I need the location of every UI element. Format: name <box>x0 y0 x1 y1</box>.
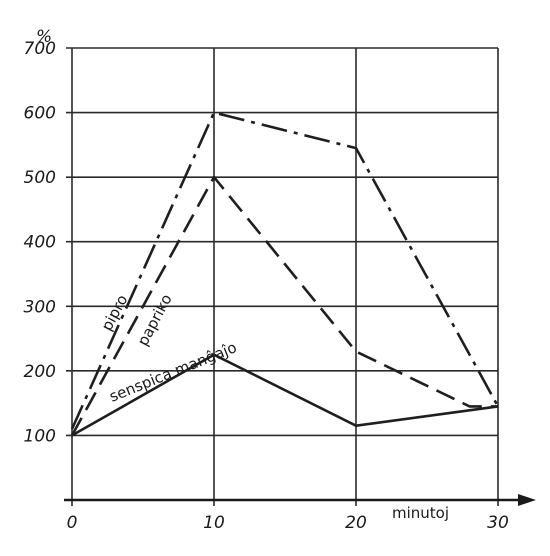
y-tick-label-400: 400 <box>24 233 56 253</box>
grid-lines <box>66 47 499 506</box>
y-tick-label-100: 100 <box>24 426 56 446</box>
x-tick-label-20: 20 <box>345 513 367 533</box>
y-tick-label-200: 200 <box>24 362 56 382</box>
y-tick-label-300: 300 <box>24 297 56 317</box>
y-tick-label-700: 700 <box>24 39 56 59</box>
series-line-papriko <box>70 175 498 437</box>
series-label-pipro: pipro <box>98 292 132 334</box>
x-axis-title: minutoj <box>392 504 449 522</box>
series-label-senspica-mangajo: senspica manĝaĵo <box>107 338 240 406</box>
x-axis-arrow-icon <box>518 494 536 506</box>
series-line-pipro <box>70 111 500 430</box>
x-tick-label-30: 30 <box>487 513 509 533</box>
x-tick-label-0: 0 <box>67 513 78 533</box>
series-lines <box>70 111 500 437</box>
y-tick-label-600: 600 <box>24 104 56 124</box>
y-tick-label-500: 500 <box>24 168 56 188</box>
series-label-papriko: papriko <box>134 291 176 349</box>
y-axis-unit-label: % <box>36 27 52 47</box>
series-line-senspica-mangajo <box>71 353 499 437</box>
x-tick-label-10: 10 <box>203 513 225 533</box>
axes <box>64 494 536 506</box>
tick-labels: 100 200 300 400 500 600 700 0 10 20 30 <box>24 39 509 533</box>
